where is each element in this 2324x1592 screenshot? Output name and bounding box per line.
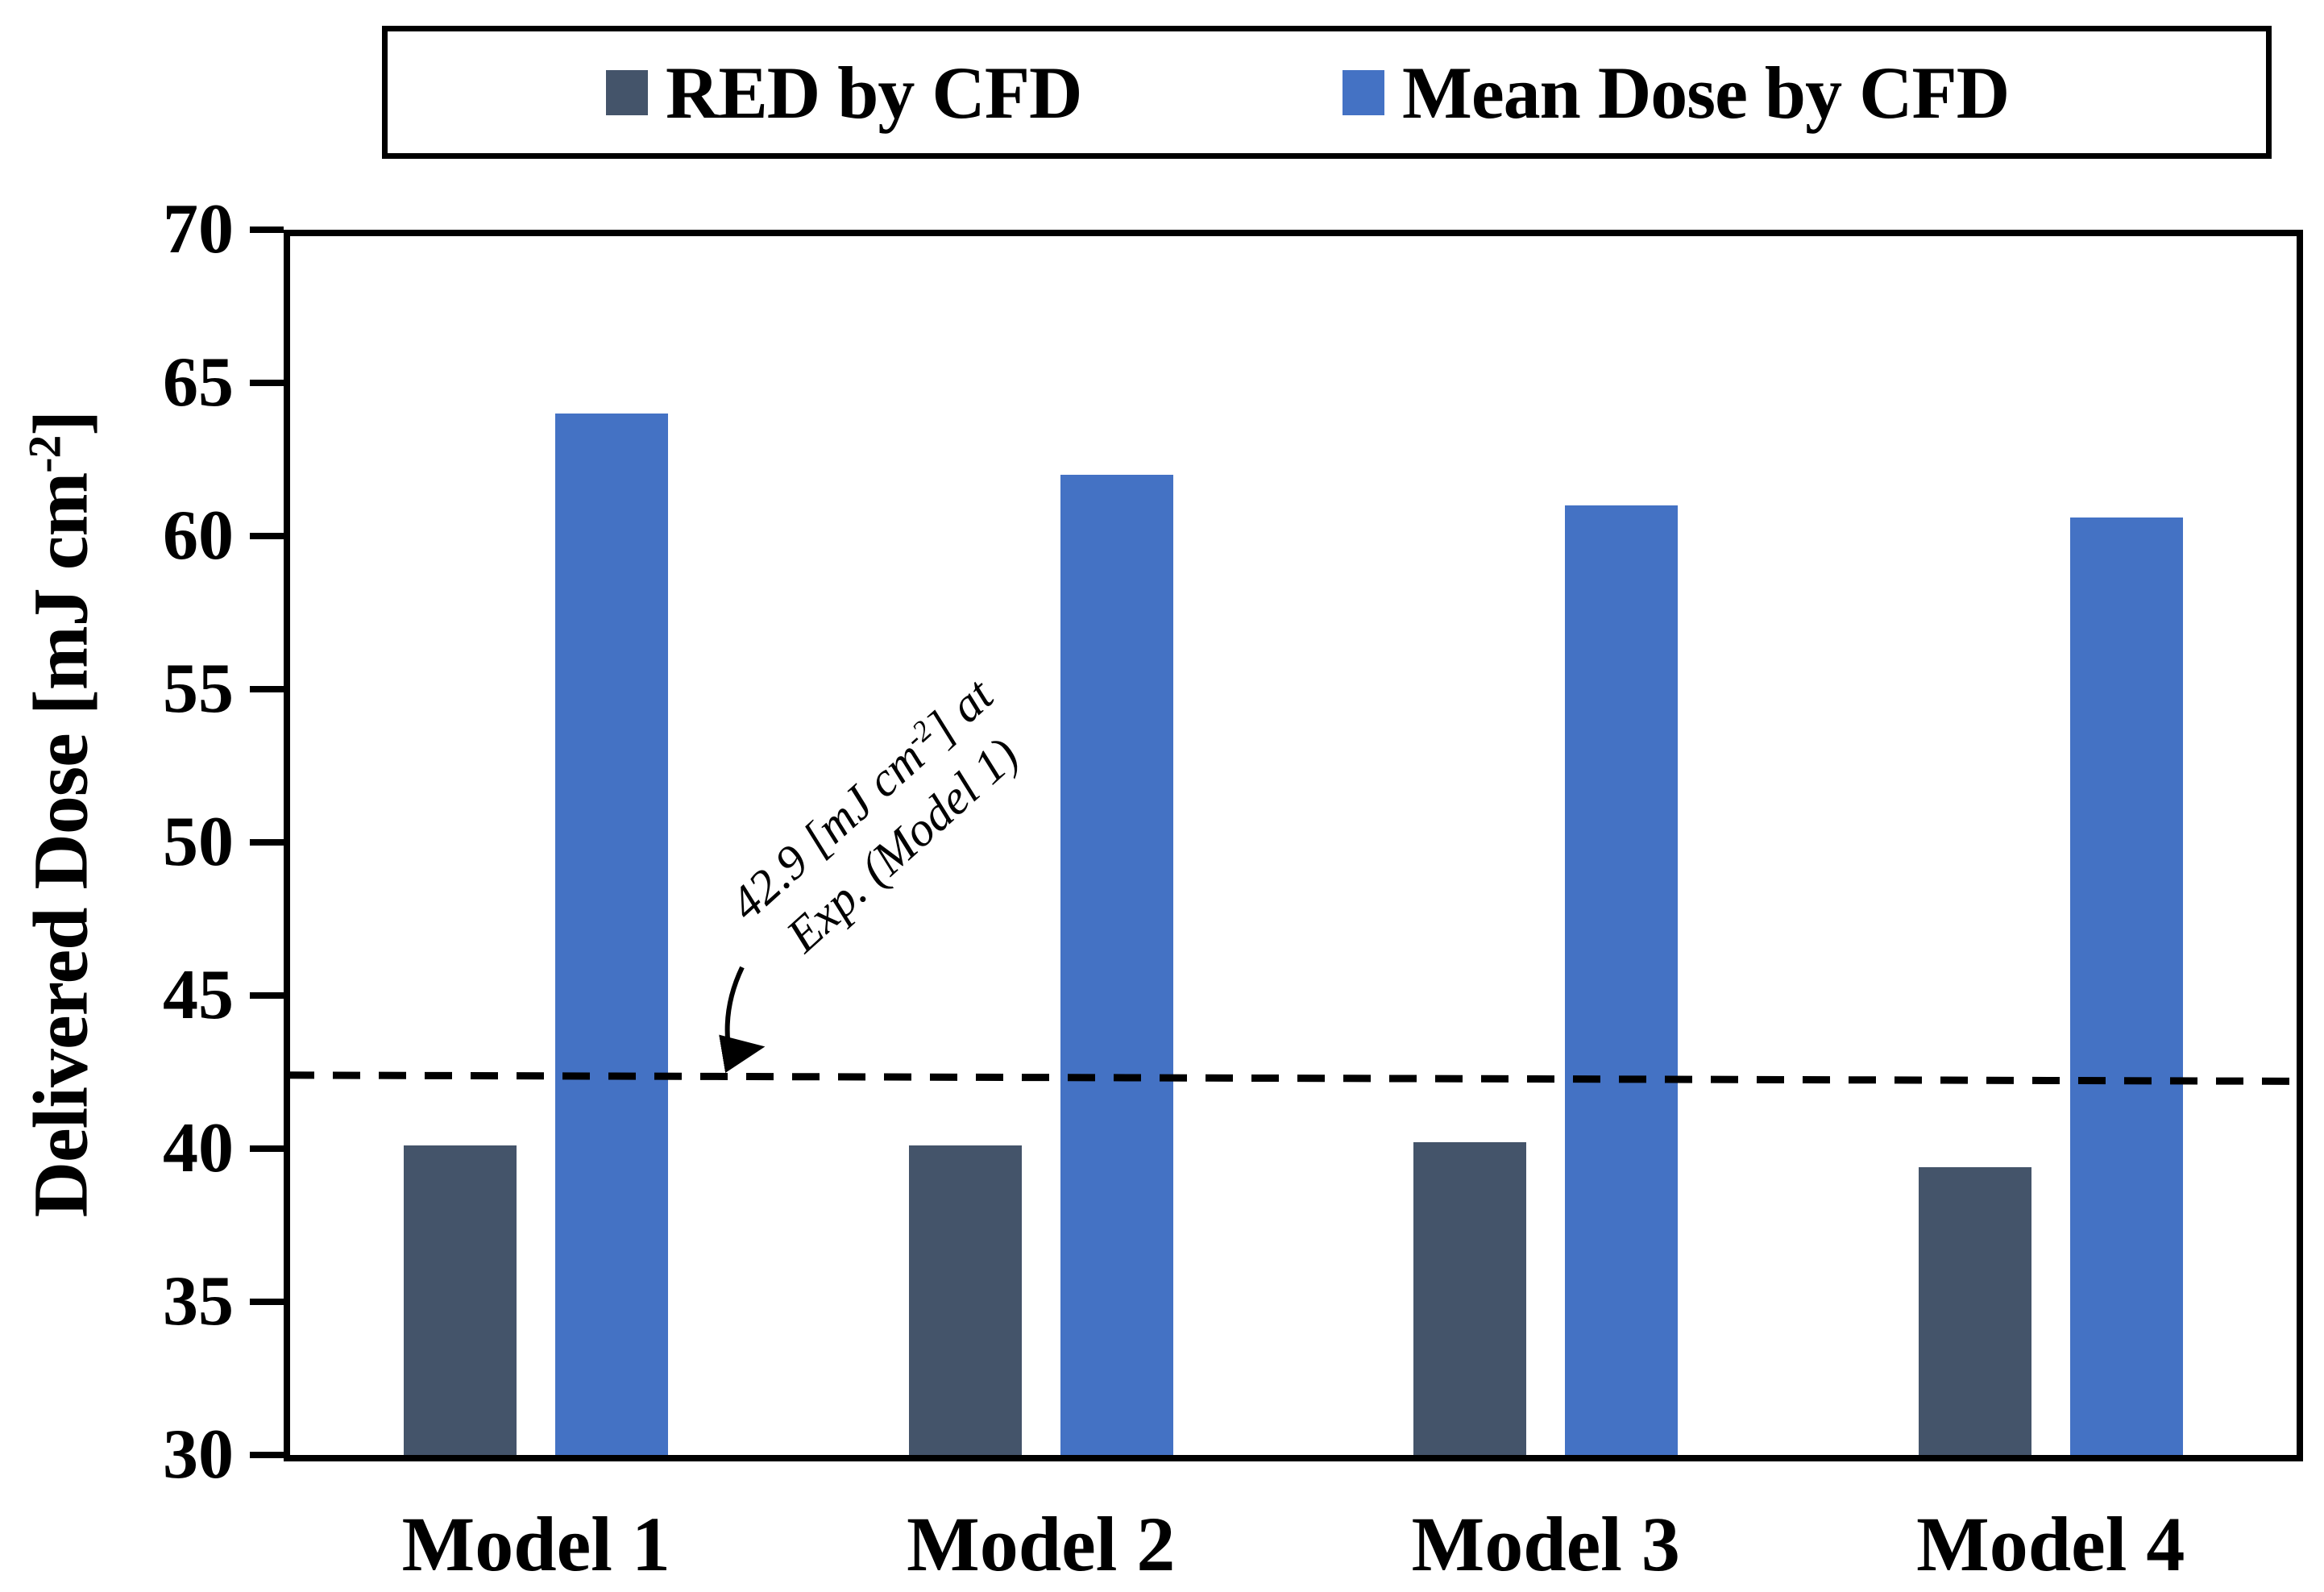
annotation-arrow [719, 966, 766, 1073]
y-tick-mark-55 [250, 686, 284, 692]
y-tick-label-55: 55 [163, 650, 234, 728]
legend: RED by CFD Mean Dose by CFD [382, 26, 2272, 159]
y-tick-mark-45 [250, 992, 284, 999]
y-tick-mark-30 [250, 1452, 284, 1458]
y-tick-mark-60 [250, 533, 284, 539]
bar-red-by-cfd-model-1 [404, 1145, 517, 1455]
y-tick-label-60: 60 [163, 497, 234, 575]
bar-mean-dose-by-cfd-model-3 [1565, 505, 1679, 1455]
x-category-label-4: Model 4 [1916, 1501, 2185, 1587]
y-tick-mark-65 [250, 380, 284, 386]
x-category-label-1: Model 1 [401, 1501, 670, 1587]
y-tick-label-70: 70 [163, 190, 234, 268]
legend-swatch-red-by-cfd [606, 69, 648, 115]
y-tick-label-35: 35 [163, 1262, 234, 1341]
y-tick-mark-70 [250, 227, 284, 233]
y-tick-label-40: 40 [163, 1109, 234, 1187]
legend-label-mean-dose-by-cfd: Mean Dose by CFD [1402, 51, 2010, 134]
reference-dashed-line [286, 1071, 2302, 1085]
plot-area [284, 230, 2303, 1461]
y-tick-label-50: 50 [163, 803, 234, 881]
bar-red-by-cfd-model-3 [1413, 1142, 1527, 1455]
legend-item-mean-dose-by-cfd: Mean Dose by CFD [1343, 31, 2010, 153]
bar-mean-dose-by-cfd-model-1 [555, 414, 669, 1455]
y-tick-label-45: 45 [163, 956, 234, 1034]
bar-mean-dose-by-cfd-model-2 [1060, 475, 1173, 1455]
x-category-label-3: Model 3 [1411, 1501, 1680, 1587]
bar-mean-dose-by-cfd-model-4 [2069, 518, 2183, 1455]
y-tick-mark-50 [250, 839, 284, 846]
legend-label-red-by-cfd: RED by CFD [666, 51, 1082, 134]
y-tick-mark-40 [250, 1145, 284, 1152]
y-tick-label-30: 30 [163, 1415, 234, 1494]
legend-item-red-by-cfd: RED by CFD [606, 31, 1082, 153]
x-category-label-2: Model 2 [907, 1501, 1176, 1587]
legend-swatch-mean-dose-by-cfd [1343, 69, 1384, 115]
y-tick-mark-35 [250, 1299, 284, 1305]
y-tick-label-65: 65 [163, 343, 234, 422]
bar-red-by-cfd-model-2 [908, 1145, 1022, 1455]
bar-red-by-cfd-model-4 [1918, 1166, 2031, 1455]
